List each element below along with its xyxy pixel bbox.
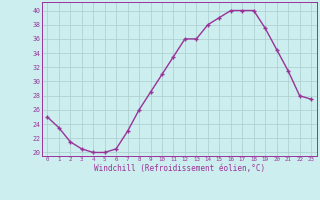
X-axis label: Windchill (Refroidissement éolien,°C): Windchill (Refroidissement éolien,°C) (94, 164, 265, 173)
